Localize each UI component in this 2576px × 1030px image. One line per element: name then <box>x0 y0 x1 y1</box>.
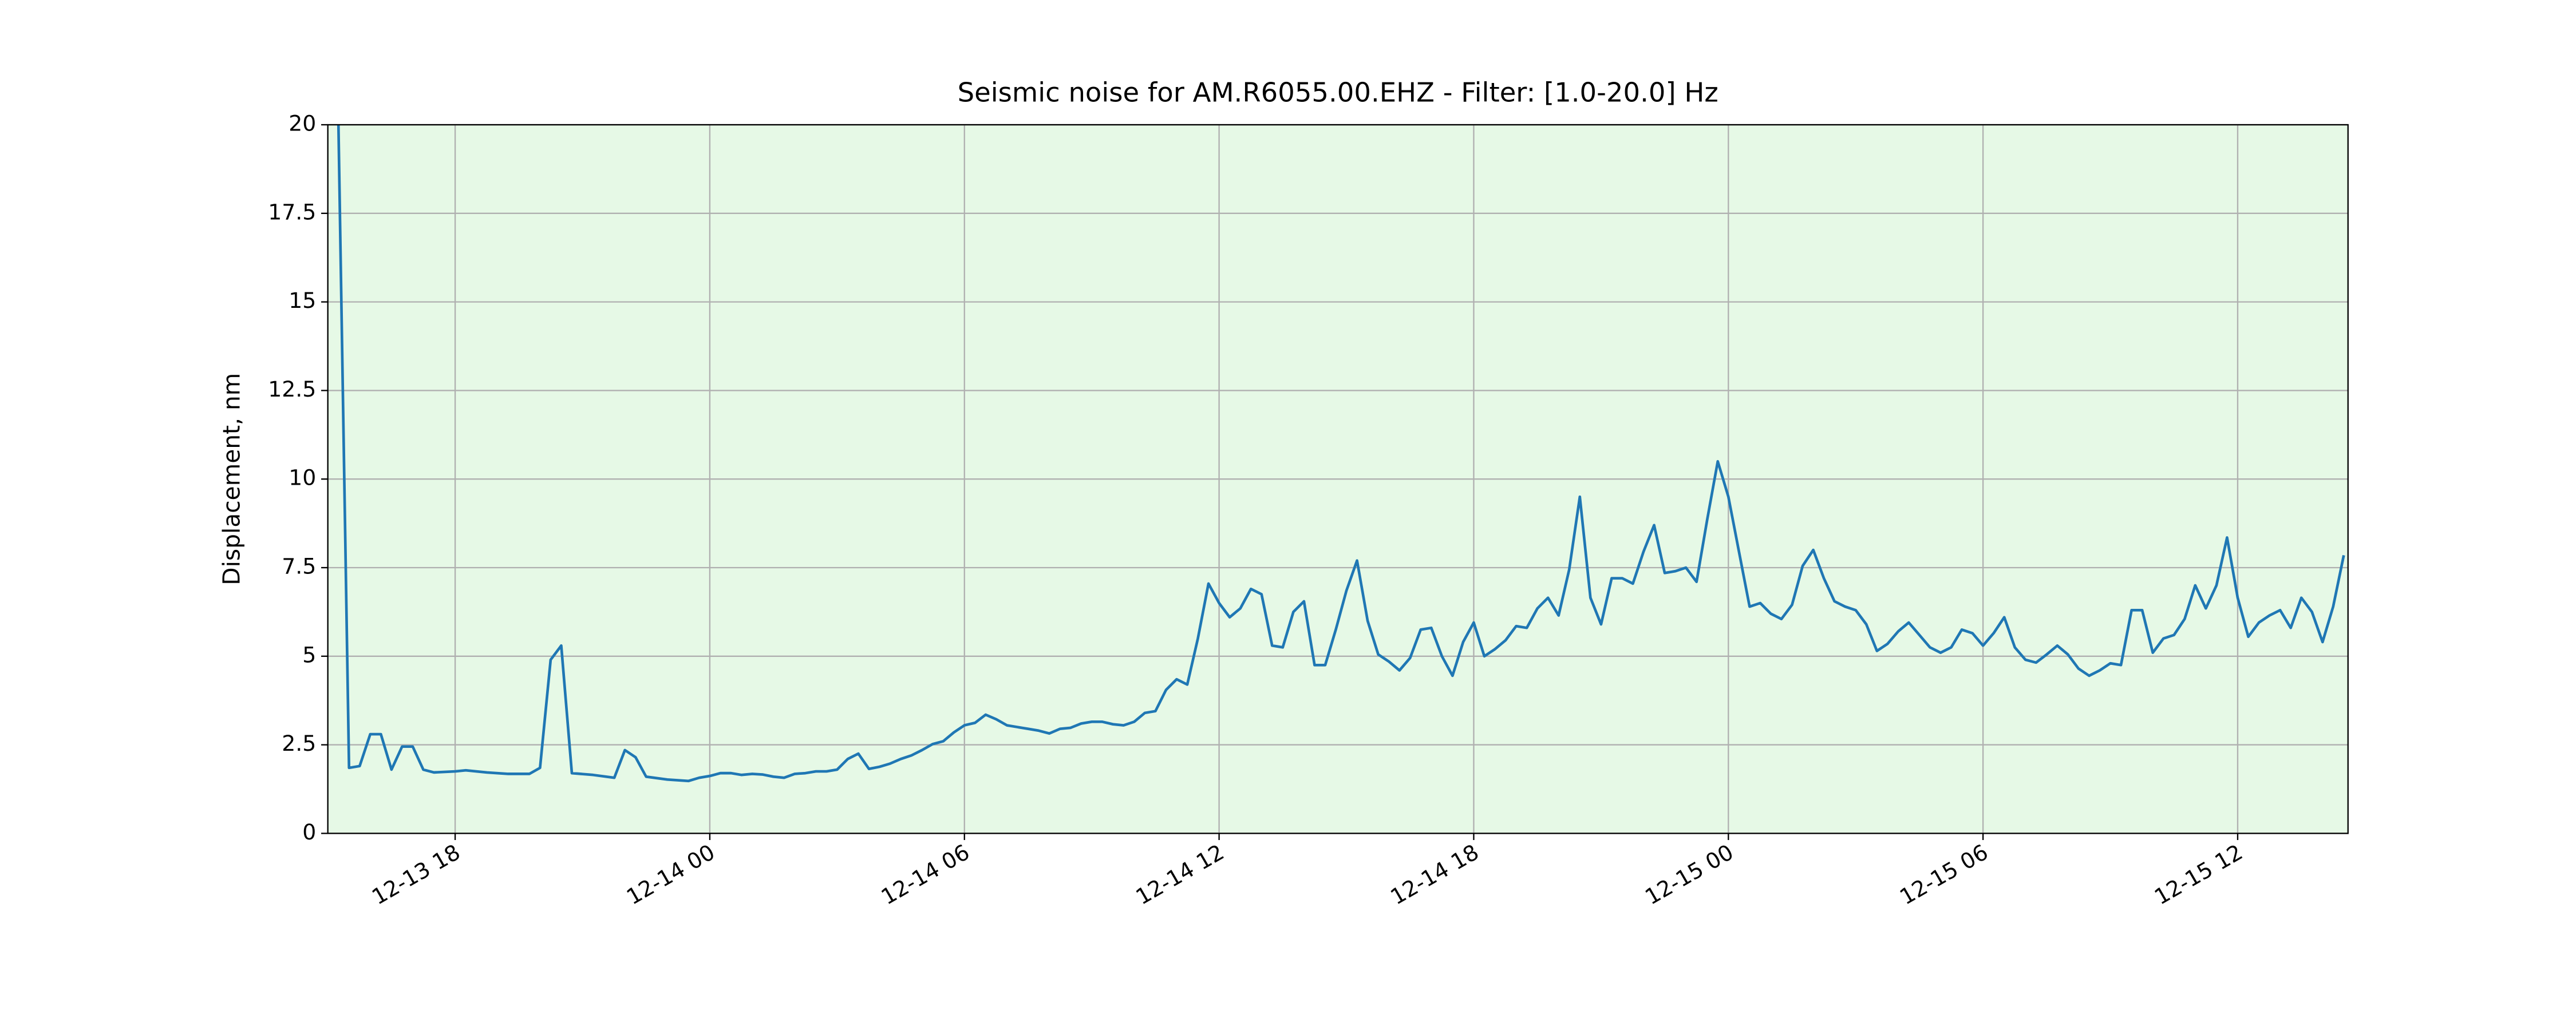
x-tick-label: 12-15 06 <box>1895 839 1992 910</box>
x-tick-label: 12-14 18 <box>1386 839 1483 910</box>
y-tick-label: 15 <box>289 288 316 313</box>
y-tick-label: 0 <box>302 819 316 845</box>
y-axis-label: Displacement, nm <box>218 373 246 585</box>
chart-title: Seismic noise for AM.R6055.00.EHZ - Filt… <box>958 77 1718 108</box>
x-tick-label: 12-14 12 <box>1132 839 1228 910</box>
x-tick-label: 12-14 00 <box>622 839 719 910</box>
y-tick-label: 12.5 <box>268 377 316 402</box>
x-tick-label: 12-15 00 <box>1641 839 1737 910</box>
x-tick-label: 12-13 18 <box>368 839 464 910</box>
y-tick-label: 2.5 <box>282 731 316 756</box>
y-tick-label: 7.5 <box>282 554 316 579</box>
y-tick-label: 10 <box>289 465 316 490</box>
data-line <box>337 125 2345 783</box>
y-tick-label: 5 <box>302 642 316 667</box>
y-tick-label: 17.5 <box>268 199 316 224</box>
x-tick-label: 12-14 06 <box>877 839 974 910</box>
y-tick-label: 20 <box>289 111 316 136</box>
plot-frame <box>327 124 2349 834</box>
x-tick-label: 12-15 12 <box>2150 839 2247 910</box>
